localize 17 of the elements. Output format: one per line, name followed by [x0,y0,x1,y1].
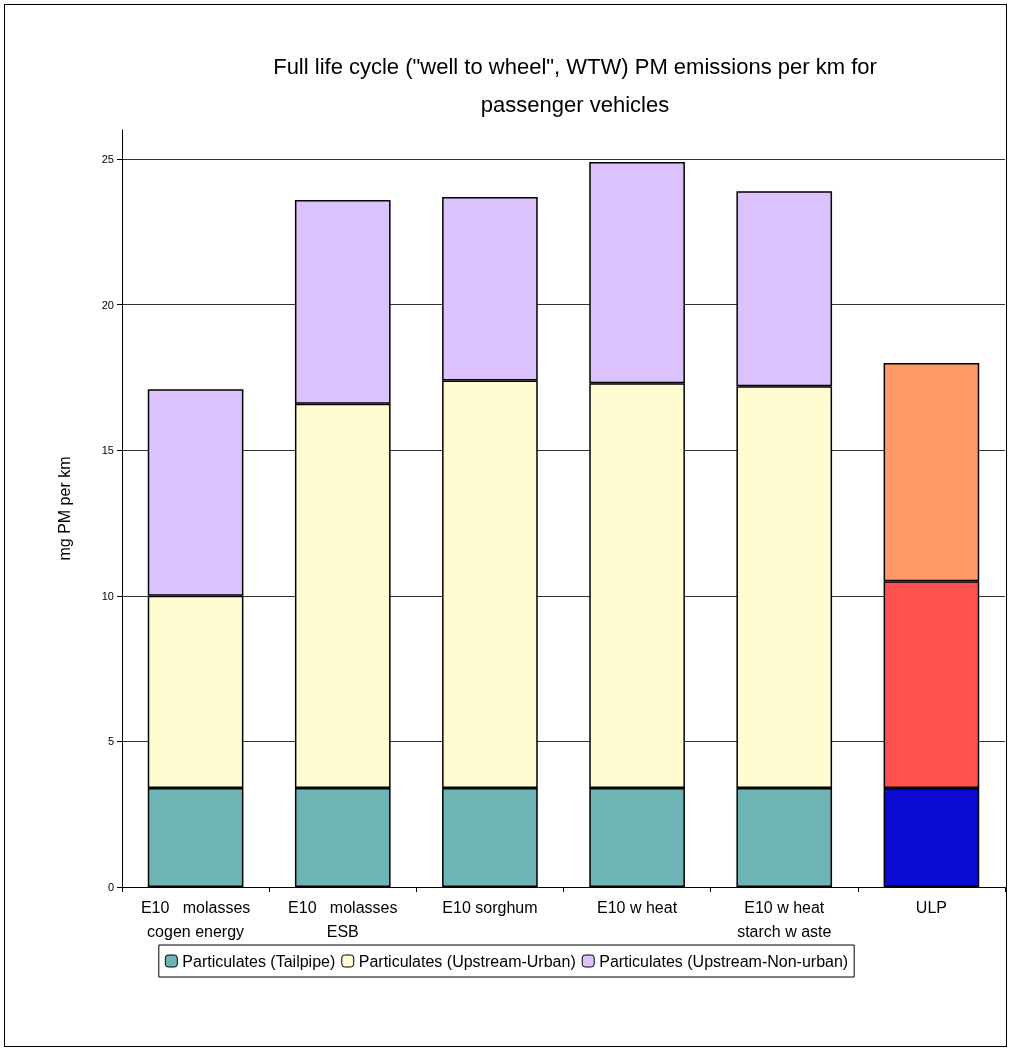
y-axis-title: mg PM per km [55,456,73,561]
legend-label: Particulates (Tailpipe) [182,952,336,970]
x-tick-label: E10 w heat [597,898,678,916]
x-tick-label: ULP [915,898,947,916]
legend-label: Particulates (Upstream-Non-urban) [599,952,849,970]
x-tick-label: E10 molasses ESB [288,898,398,940]
x-tick-label: E10 molasses cogen energy [140,898,251,940]
y-tick-label: 15 [101,444,114,457]
legend-label: Particulates (Upstream-Urban) [358,952,576,970]
y-tick-label: 0 [107,881,114,893]
y-tick-label: 5 [107,735,114,748]
y-tick-label: 25 [101,153,114,166]
x-tick-label: E10 w heat starch w aste [737,898,832,940]
y-tick-label: 10 [101,589,114,602]
chart-title: Full life cycle ("well to wheel", WTW) PM emissions per km for passenger vehicles [273,53,877,117]
y-tick-label: 20 [101,298,114,311]
x-tick-label: E10 sorghum [442,898,538,916]
